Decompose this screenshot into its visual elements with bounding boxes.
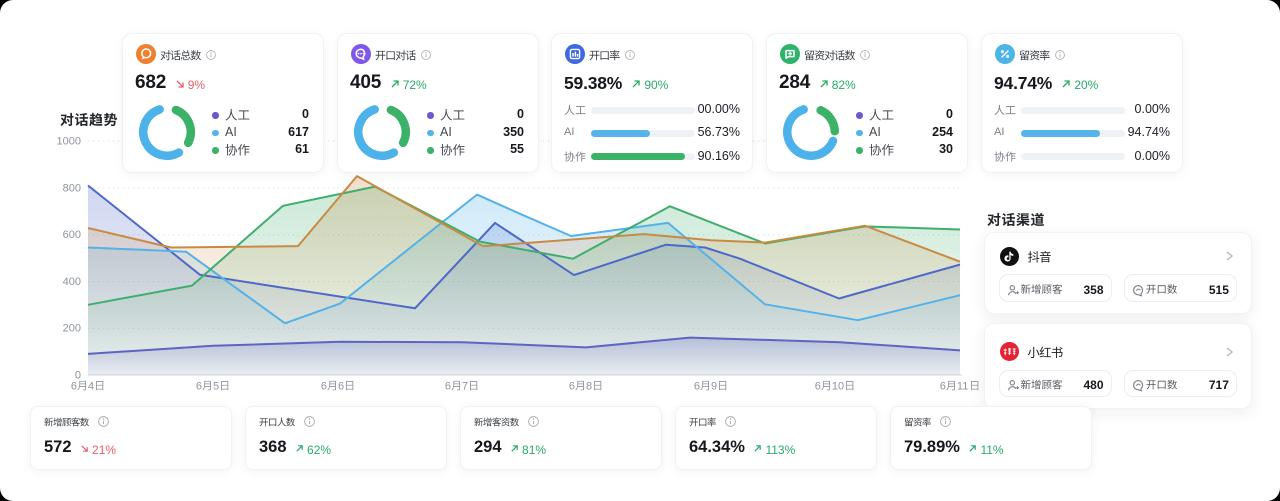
svg-text:400: 400 [63, 276, 81, 288]
svg-text:800: 800 [63, 182, 81, 194]
svg-text:600: 600 [63, 229, 81, 241]
svg-text:1000: 1000 [57, 136, 81, 148]
svg-text:200: 200 [63, 323, 81, 335]
svg-text:0: 0 [75, 370, 81, 382]
